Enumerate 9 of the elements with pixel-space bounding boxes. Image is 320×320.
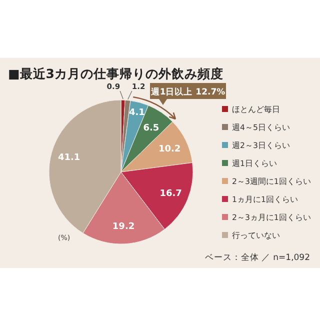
data-label: 16.7 <box>160 188 182 199</box>
data-label: 10.2 <box>158 144 181 154</box>
text: 週1日以上 12.7% <box>150 86 226 98</box>
data-label: 4.1 <box>129 108 145 118</box>
text: ベース：全体 ／ n=1,092 <box>204 252 310 263</box>
data-label: 19.2 <box>112 222 135 232</box>
chart-title: ■最近3カ月の仕事帰りの外飲み頻度 <box>8 66 224 81</box>
data-label: 41.1 <box>58 153 80 164</box>
data-label: 6.5 <box>143 123 160 134</box>
